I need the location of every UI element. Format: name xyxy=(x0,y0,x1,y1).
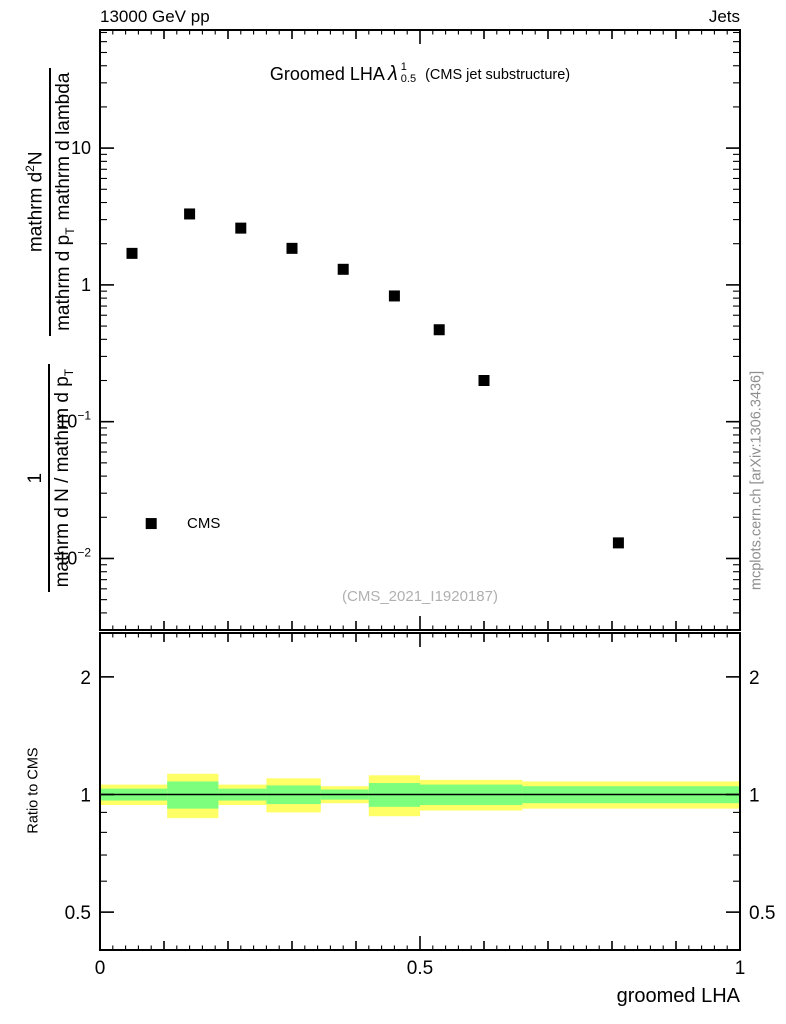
ylabel-fraction-1: 1 mathrm d N / mathrm d pT xyxy=(24,363,76,593)
svg-text:0.5: 0.5 xyxy=(749,903,775,924)
legend-marker xyxy=(145,518,157,530)
svg-text:1: 1 xyxy=(735,958,746,979)
fraction1-den-sub: T xyxy=(61,368,76,377)
ratio-plot-frame xyxy=(99,632,741,951)
lambda-superscript: 1 xyxy=(400,60,407,73)
fraction2-num-text2: N xyxy=(25,151,47,166)
lambda-symbol: λ xyxy=(387,62,398,85)
x-axis-label: groomed LHA xyxy=(616,985,740,1007)
main-plot-frame xyxy=(99,29,741,631)
analysis-topic-label: Jets xyxy=(708,7,740,26)
svg-text:10−2: 10−2 xyxy=(57,545,91,568)
ratio-uncertainty-bands xyxy=(100,773,740,819)
fraction1-numerator: 1 xyxy=(24,472,46,484)
svg-text:0.5: 0.5 xyxy=(407,958,433,979)
ratio-y-axis-label: Ratio to CMS xyxy=(25,747,42,834)
mcplots-attribution: mcplots.cern.ch [arXiv:1306.3436] xyxy=(748,370,765,591)
svg-text:2: 2 xyxy=(80,668,91,689)
ylabel-fraction-2: mathrm d2N mathrm d pTmathrm d lambda xyxy=(23,67,77,336)
svg-text:1: 1 xyxy=(749,786,760,807)
svg-text:0: 0 xyxy=(95,958,106,979)
fraction1-denominator: mathrm d N / mathrm d pT xyxy=(47,363,76,593)
lambda-indices: 1 0.5 xyxy=(401,61,416,85)
svg-text:10: 10 xyxy=(71,138,91,158)
lambda-subscript: 0.5 xyxy=(400,73,417,85)
main-y-axis-label: 1 mathrm d N / mathrm d pT mathrm d2N ma… xyxy=(10,20,90,640)
fraction2-den-text2: mathrm d lambda xyxy=(52,72,74,221)
plot-title: Groomed LHA λ 1 0.5 (CMS jet substructur… xyxy=(100,58,740,90)
svg-text:2: 2 xyxy=(749,668,760,689)
fraction1-den-text: mathrm d N / mathrm d p xyxy=(51,376,73,588)
fraction2-num-text: mathrm d xyxy=(25,171,47,253)
fraction2-den-text: mathrm d p xyxy=(52,234,74,331)
svg-text:1: 1 xyxy=(81,275,91,295)
legend-label-cms: CMS xyxy=(187,515,221,532)
svg-text:10−1: 10−1 xyxy=(57,409,91,432)
fraction2-denominator: mathrm d pTmathrm d lambda xyxy=(48,67,77,336)
title-suffix: (CMS jet substructure) xyxy=(425,67,571,83)
fraction2-den-sub: T xyxy=(62,227,77,235)
fraction2-numerator: mathrm d2N xyxy=(23,68,48,336)
svg-text:0.5: 0.5 xyxy=(65,903,91,924)
fraction2-num-sup: 2 xyxy=(23,165,38,172)
axis-tick-labels: 10 1 10−1 10−2 0 0.5 1 0.5 0.5 1 1 2 2 xyxy=(57,138,775,979)
analysis-id-watermark: (CMS_2021_I1920187) xyxy=(342,588,498,605)
beam-energy-label: 13000 GeV pp xyxy=(100,7,210,26)
cms-data-points xyxy=(126,208,624,549)
title-prefix: Groomed LHA xyxy=(269,63,385,84)
svg-text:1: 1 xyxy=(80,786,91,807)
